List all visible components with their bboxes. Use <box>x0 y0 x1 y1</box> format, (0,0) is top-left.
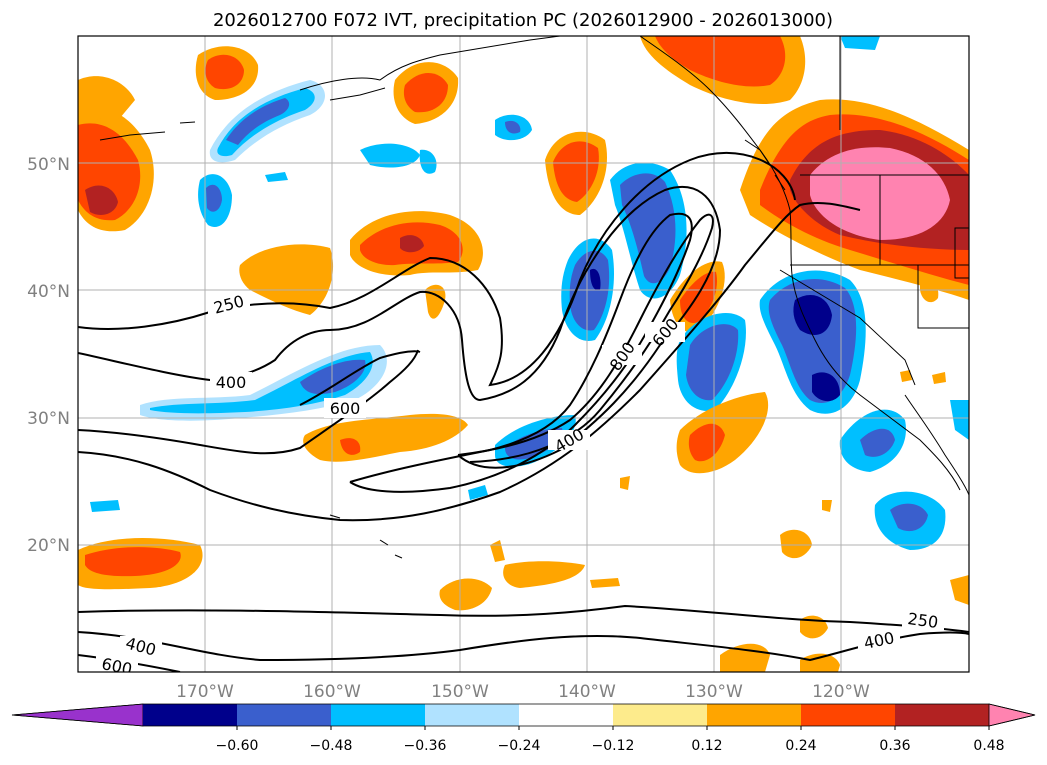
lon-label: 130°W <box>685 682 743 702</box>
contour-label: 600 <box>100 654 134 679</box>
colorbar-tick-label: 0.24 <box>785 738 816 754</box>
colorbar-tick-label: −0.60 <box>216 738 259 754</box>
colorbar: −0.60 −0.48 −0.36 −0.24 −0.12 0.12 0.24 0.36 0.4… <box>11 703 1036 754</box>
coastlines <box>99 36 969 559</box>
colorbar-bin <box>143 704 238 726</box>
colorbar-tick-label: −0.24 <box>498 738 541 754</box>
lat-label: 20°N <box>27 536 70 556</box>
lon-label: 160°W <box>303 682 361 702</box>
colorbar-tick-label: −0.12 <box>592 738 635 754</box>
contour-label: 400 <box>216 373 247 392</box>
contour-label: 600 <box>330 399 361 418</box>
colorbar-bin <box>237 704 332 726</box>
map-title: 2026012700 F072 IVT, precipitation PC (2… <box>213 10 833 31</box>
colorbar-bin <box>331 704 426 726</box>
lon-label: 170°W <box>176 682 234 702</box>
colorbar-tick-label: 0.12 <box>691 738 722 754</box>
lon-label: 120°W <box>812 682 870 702</box>
gridlines <box>78 36 969 672</box>
colorbar-tick-label: −0.48 <box>310 738 353 754</box>
precip-shading <box>78 36 969 672</box>
colorbar-bin <box>519 704 614 726</box>
colorbar-outline <box>11 703 1036 727</box>
colorbar-tick-label: 0.36 <box>879 738 910 754</box>
map-frame <box>77 35 970 673</box>
lon-labels: 170°W 160°W 150°W 140°W 130°W 120°W <box>176 682 870 702</box>
colorbar-tick-label: −0.36 <box>404 738 447 754</box>
map-panel: 250 400 600 400 800 600 250 400 400 600 <box>78 36 969 679</box>
lon-label: 140°W <box>558 682 616 702</box>
colorbar-bin <box>801 704 896 726</box>
lat-label: 40°N <box>27 282 70 302</box>
colorbar-tick-label: 0.48 <box>973 738 1004 754</box>
lat-label: 30°N <box>27 409 70 429</box>
colorbar-bin <box>895 704 990 726</box>
colorbar-bin <box>425 704 520 726</box>
colorbar-extend-low <box>11 703 144 727</box>
lon-label: 150°W <box>431 682 489 702</box>
lat-labels: 50°N 40°N 30°N 20°N <box>27 155 70 556</box>
colorbar-bin <box>613 704 708 726</box>
lat-label: 50°N <box>27 155 70 175</box>
colorbar-bin <box>707 704 802 726</box>
colorbar-extend-high <box>988 703 1036 727</box>
contour-label: 250 <box>906 609 939 632</box>
